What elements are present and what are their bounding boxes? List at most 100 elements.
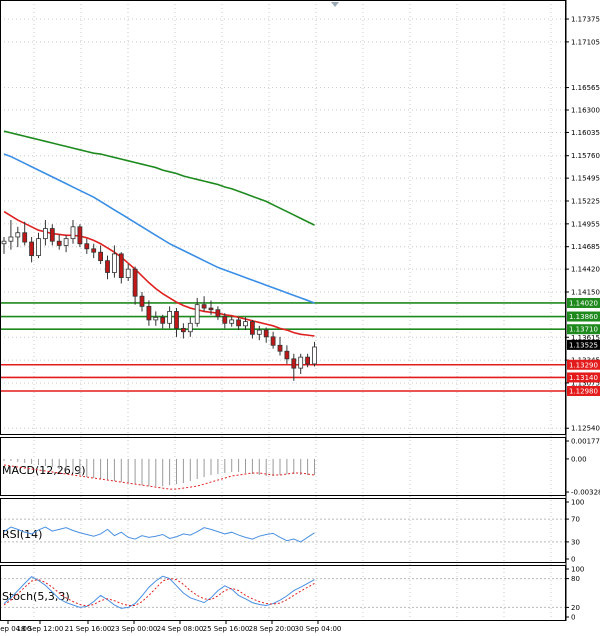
price-tick-label: 1.16035 <box>571 129 600 137</box>
time-tick-label: 25 Sep 16:00 <box>203 625 250 633</box>
stoch-panel: Stoch(5,3,3) <box>0 575 566 609</box>
stoch-tick-label: 100 <box>571 566 584 574</box>
candle-body <box>118 253 124 278</box>
candle-body <box>249 321 255 335</box>
ma-blue-line <box>3 153 315 304</box>
price-tick-label: 1.14955 <box>571 220 600 228</box>
support-price-tag <box>567 385 600 396</box>
time-tick-label: 24 Sep 08:00 <box>157 625 204 633</box>
candle-body <box>139 295 145 307</box>
price-tick-label: 1.14685 <box>571 243 600 251</box>
candle-body <box>277 344 283 352</box>
candle-body <box>8 236 14 242</box>
candle-body <box>29 241 35 256</box>
candle-body <box>194 304 200 324</box>
macd-panel: MACD(12,26,9) <box>2 458 315 490</box>
stoch-tick-label: 0 <box>571 614 575 622</box>
stoch-d-line <box>3 578 315 607</box>
price-tick-label: 1.14420 <box>571 266 600 274</box>
rsi-tick-label: 70 <box>571 516 580 524</box>
stoch-k-line <box>3 575 315 609</box>
price-tick-label: 1.15760 <box>571 152 600 160</box>
candle-body <box>215 309 221 317</box>
candle-body <box>187 322 193 333</box>
rsi-tick-label: 0 <box>571 556 575 564</box>
candle-body <box>256 329 262 335</box>
candle-body <box>112 253 117 273</box>
stoch-tick-label: 80 <box>571 575 580 583</box>
macd-tick-label: 0.001778 <box>571 438 600 446</box>
price-tick-label: 1.17105 <box>571 38 600 46</box>
candle-body <box>125 268 131 278</box>
resistance-price-tag <box>567 311 600 322</box>
candle-body <box>15 232 21 238</box>
candle-body <box>208 307 214 311</box>
candle-body <box>284 350 290 360</box>
rsi-tick-label: 100 <box>571 499 584 507</box>
candle-body <box>180 327 186 333</box>
price-tick-label: 1.17375 <box>571 16 600 24</box>
price-tick-label: 1.16565 <box>571 84 600 92</box>
rsi-tick-label: 30 <box>571 538 580 546</box>
time-tick-label: 23 Sep 00:00 <box>111 625 158 633</box>
candle-body <box>105 260 110 273</box>
candle-body <box>36 238 41 256</box>
candle-body <box>77 226 83 245</box>
resistance-price-label: 1.13860 <box>569 313 598 321</box>
price-tick-label: 1.13615 <box>571 334 600 342</box>
shift-marker-icon <box>331 2 339 7</box>
candle-body <box>146 305 152 321</box>
candle-body <box>43 228 48 240</box>
resistance-price-label: 1.14020 <box>569 299 598 307</box>
macd-tick-label: 0.00 <box>571 455 587 463</box>
time-tick-label: 30 Sep 04:00 <box>295 625 342 633</box>
candle-body <box>222 316 228 324</box>
current-price-label: 1.13525 <box>569 341 598 349</box>
stoch-label: Stoch(5,3,3) <box>2 590 70 603</box>
resistance-price-tag <box>567 297 600 308</box>
candle-body <box>312 346 317 365</box>
price-tick-label: 1.15495 <box>571 175 600 183</box>
price-tick-label: 1.12540 <box>571 425 600 433</box>
candle-body <box>98 251 103 262</box>
resistance-price-label: 1.13710 <box>569 326 598 334</box>
ma-green-line <box>3 130 315 226</box>
candle-body <box>270 336 276 346</box>
candle-body <box>22 232 28 243</box>
candle-body <box>263 329 269 338</box>
time-tick-label: 18 Sep 12:00 <box>17 625 64 633</box>
candle-body <box>201 304 207 309</box>
rsi-panel: RSI(14) <box>0 518 566 543</box>
time-tick-label: 28 Sep 20:00 <box>249 625 296 633</box>
candle-body <box>229 319 235 324</box>
candle-body <box>174 311 179 329</box>
candle-body <box>63 238 69 246</box>
ma-red-line <box>3 210 315 337</box>
support-price-tag <box>567 359 600 370</box>
support-price-label: 1.13140 <box>569 374 598 382</box>
candle-body <box>84 243 90 250</box>
current-price-tag <box>567 339 600 350</box>
candle-body <box>291 358 297 369</box>
stoch-tick-label: 20 <box>571 604 580 612</box>
candle-body <box>49 228 55 242</box>
support-price-label: 1.12980 <box>569 387 598 395</box>
rsi-label: RSI(14) <box>2 528 42 541</box>
support-price-tag <box>567 372 600 383</box>
price-tick-label: 1.15225 <box>571 197 600 205</box>
candle-body <box>167 311 173 324</box>
price-tick-label: 1.14150 <box>571 288 600 296</box>
price-tick-label: 1.13075 <box>571 379 600 387</box>
price-axes: 1.17375 1.17105 1.16565 1.16300 1.16035 1.157… <box>0 0 600 622</box>
support-price-label: 1.13290 <box>569 361 598 369</box>
candle-body <box>298 356 304 369</box>
candle-body <box>236 319 242 327</box>
candle-body <box>305 356 311 365</box>
candle-body <box>91 248 97 253</box>
price-tick-label: 1.16300 <box>571 107 600 115</box>
resistance-price-tag <box>567 324 600 335</box>
time-tick-label: 21 Sep 16:00 <box>65 625 112 633</box>
candle-body <box>56 240 62 246</box>
